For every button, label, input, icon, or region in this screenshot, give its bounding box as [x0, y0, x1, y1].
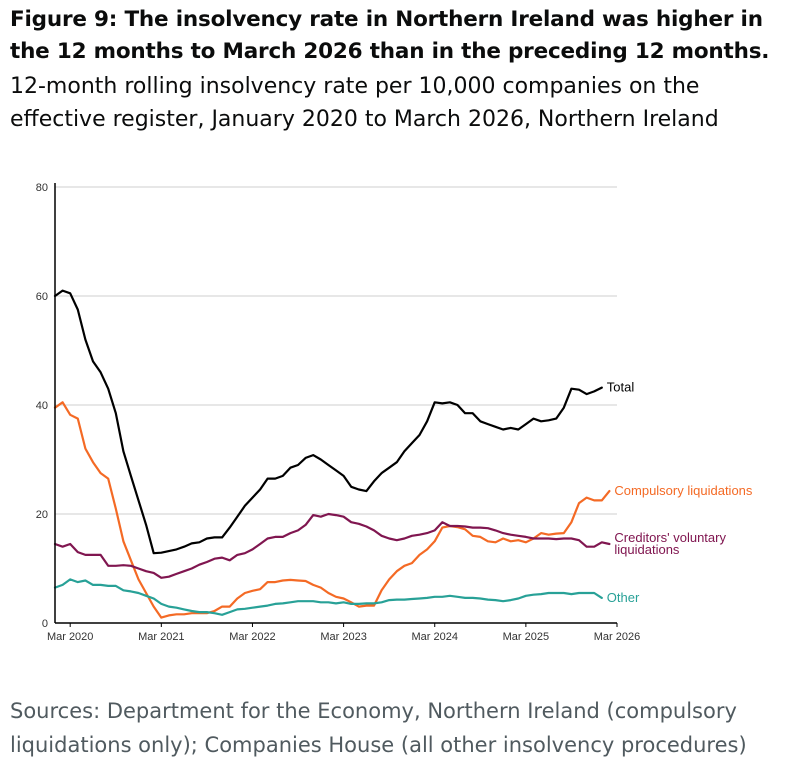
series-line [53, 578, 603, 616]
chart-title: Figure 9: The insolvency rate in Norther… [10, 7, 770, 64]
series-line [53, 289, 603, 555]
x-tick-label: Mar 2026 [594, 631, 640, 643]
x-tick-label: Mar 2020 [47, 631, 93, 643]
series-end-label: Other [607, 590, 640, 605]
y-tick-label: 80 [36, 182, 48, 194]
series-end-label: Creditors' voluntary [614, 530, 726, 545]
gridlines [55, 186, 617, 515]
x-tick-label: Mar 2021 [138, 631, 184, 643]
x-tick-label: Mar 2025 [503, 631, 549, 643]
y-axis-ticks: 0 20 40 60 80 [36, 182, 48, 630]
series-line [53, 401, 611, 619]
line-chart: 0 20 40 60 80 Mar 2020 Mar 2021 Mar 2022 Mar 20… [0, 170, 796, 650]
y-tick-label: 20 [36, 509, 48, 521]
x-tick-label: Mar 2024 [411, 631, 457, 643]
chart-subtitle: 12-month rolling insolvency rate per 10,… [10, 74, 719, 132]
y-tick-label: 60 [36, 291, 48, 303]
series-line [53, 512, 611, 579]
x-tick-label: Mar 2023 [320, 631, 366, 643]
series-end-label: Compulsory liquidations [614, 483, 753, 498]
series-end-label: liquidations [614, 542, 680, 557]
series-lines [53, 289, 611, 619]
series-end-label: Total [607, 380, 635, 395]
x-tick-label: Mar 2022 [229, 631, 275, 643]
y-tick-label: 40 [36, 400, 48, 412]
axes [54, 183, 617, 624]
source-note: Sources: Department for the Economy, Nor… [10, 699, 747, 757]
y-tick-label: 0 [42, 618, 48, 630]
series-labels: Total Compulsory liquidations Creditors' v… [607, 380, 753, 605]
x-axis-ticks: Mar 2020 Mar 2021 Mar 2022 Mar 2023 Mar 2024… [47, 623, 640, 643]
